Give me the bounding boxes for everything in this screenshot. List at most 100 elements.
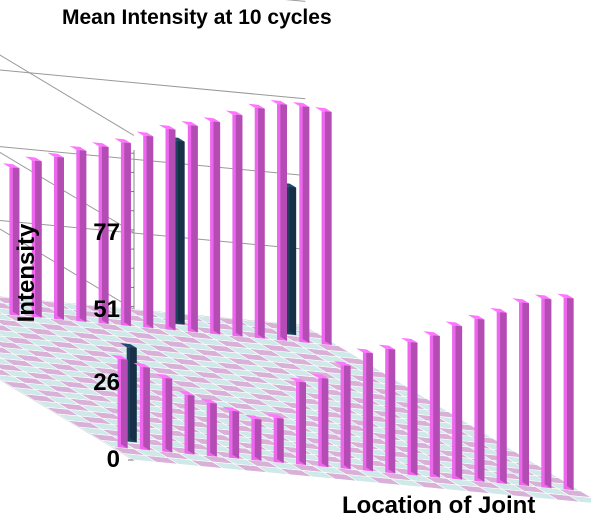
bar-top: [133, 362, 150, 368]
bar-side: [187, 391, 195, 455]
bar-side: [433, 332, 440, 478]
bar-side: [235, 111, 243, 337]
bar: [467, 314, 485, 482]
bar-side: [544, 295, 552, 489]
bar-side: [500, 308, 507, 484]
bar-top: [512, 298, 529, 304]
bar-side: [165, 374, 173, 453]
bar-side: [299, 378, 306, 466]
bar: [25, 156, 42, 318]
y-tick-label: 26: [93, 369, 120, 397]
bar-top: [445, 321, 463, 327]
bar-top: [155, 373, 173, 379]
bar-top: [120, 343, 137, 348]
bar: [181, 121, 198, 333]
highlight-bar: [279, 182, 297, 336]
bar-side: [254, 415, 262, 461]
bar-top: [423, 331, 440, 337]
highlight-bar: [168, 136, 185, 325]
highlight-bar: [120, 343, 137, 443]
bar-side: [289, 183, 297, 336]
bar-top: [136, 131, 154, 137]
bar: [158, 124, 176, 331]
bar: [92, 142, 109, 325]
bar-top: [111, 354, 128, 360]
bar: [292, 102, 310, 343]
bar-side: [178, 137, 185, 325]
bar-top: [2, 163, 20, 169]
bar-top: [158, 124, 176, 130]
bar-side: [12, 164, 20, 316]
bar: [400, 337, 418, 476]
bar-top: [315, 107, 332, 112]
y-tick-label: 0: [106, 446, 120, 473]
bar-side: [321, 374, 329, 468]
bar-top: [557, 293, 574, 299]
bar-side: [277, 414, 284, 463]
bar: [512, 298, 529, 487]
bar: [133, 362, 150, 451]
bar-top: [267, 413, 284, 419]
bar: [222, 406, 240, 459]
bar-top: [356, 348, 373, 354]
bar-top: [222, 406, 240, 412]
bar-top: [400, 337, 418, 343]
bar: [2, 163, 20, 316]
bar-side: [121, 355, 128, 449]
bar: [557, 293, 574, 491]
bar-side: [213, 118, 221, 335]
bar-top: [534, 294, 552, 300]
bar-top: [203, 117, 221, 123]
bar-top: [248, 103, 265, 109]
bar-side: [410, 338, 418, 476]
bar-side: [477, 315, 485, 482]
bar: [177, 390, 195, 455]
bar-side: [130, 344, 137, 443]
bar: [334, 361, 351, 470]
bar: [111, 354, 128, 449]
bar-side: [146, 132, 154, 329]
bar: [423, 331, 440, 478]
bar-side: [366, 349, 373, 472]
bar-side: [124, 139, 131, 327]
x-axis-label: Location of Joint: [342, 492, 536, 519]
bar-top: [177, 390, 195, 396]
bar-side: [191, 122, 198, 333]
bar-group: [2, 100, 574, 491]
bar: [203, 117, 221, 335]
floor-cell: [568, 495, 591, 504]
bar-side: [35, 157, 42, 318]
bar-top: [225, 110, 243, 116]
bar-top: [114, 138, 131, 144]
bar-side: [210, 399, 217, 457]
bar-side: [258, 104, 265, 339]
chart-title: Mean Intensity at 10 cycles: [62, 6, 332, 29]
bar-top: [92, 142, 109, 148]
bar: [270, 100, 287, 341]
bar-top: [69, 146, 87, 151]
bar-side: [455, 322, 463, 480]
bar-top: [490, 308, 507, 313]
bar: [248, 103, 265, 339]
bar: [445, 321, 463, 480]
bar: [225, 110, 243, 337]
bar-side: [302, 103, 310, 343]
bar-side: [143, 363, 150, 451]
bar-side: [567, 294, 574, 491]
bar-top: [270, 100, 287, 105]
bar: [244, 414, 262, 461]
y-axis-label-wrap: Intensity: [2, 218, 52, 328]
bar-side: [57, 153, 64, 320]
bar: [289, 377, 306, 466]
bar: [356, 348, 373, 472]
bar: [311, 373, 329, 468]
bar: [534, 294, 552, 489]
bar-top: [244, 414, 262, 420]
y-tick-label: 51: [93, 295, 120, 323]
bar-top: [181, 121, 198, 126]
bar: [114, 138, 131, 327]
y-axis-label: Intensity: [13, 223, 40, 323]
bar: [136, 131, 154, 329]
bar: [315, 107, 332, 346]
